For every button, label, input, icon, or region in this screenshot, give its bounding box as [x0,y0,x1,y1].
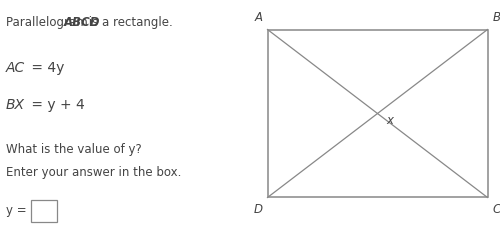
Text: What is the value of y?: What is the value of y? [6,143,142,156]
Text: x: x [386,114,394,127]
Text: C: C [492,203,500,217]
Text: is a rectangle.: is a rectangle. [86,16,174,29]
Text: B: B [492,10,500,24]
Text: A: A [254,10,262,24]
FancyBboxPatch shape [31,200,57,222]
Text: AC: AC [6,61,25,75]
Text: = y + 4: = y + 4 [27,98,85,112]
Text: Parallelogram: Parallelogram [6,16,91,29]
Text: BX: BX [6,98,25,112]
Text: ABCD: ABCD [64,16,100,29]
Text: y =: y = [6,204,30,217]
Text: Enter your answer in the box.: Enter your answer in the box. [6,166,182,179]
Text: = 4y: = 4y [27,61,64,75]
Text: D: D [254,203,263,217]
